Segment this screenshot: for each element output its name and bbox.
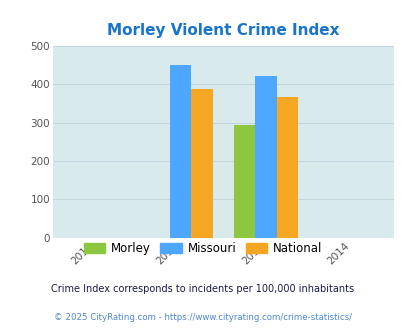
Bar bbox=[276, 97, 297, 238]
Bar bbox=[191, 89, 212, 238]
Bar bbox=[255, 76, 276, 238]
Text: Crime Index corresponds to incidents per 100,000 inhabitants: Crime Index corresponds to incidents per… bbox=[51, 284, 354, 294]
Legend: Morley, Missouri, National: Morley, Missouri, National bbox=[79, 237, 326, 260]
Title: Morley Violent Crime Index: Morley Violent Crime Index bbox=[107, 23, 339, 38]
Bar bbox=[233, 125, 255, 238]
Text: © 2025 CityRating.com - https://www.cityrating.com/crime-statistics/: © 2025 CityRating.com - https://www.city… bbox=[54, 313, 351, 322]
Bar bbox=[170, 65, 191, 238]
